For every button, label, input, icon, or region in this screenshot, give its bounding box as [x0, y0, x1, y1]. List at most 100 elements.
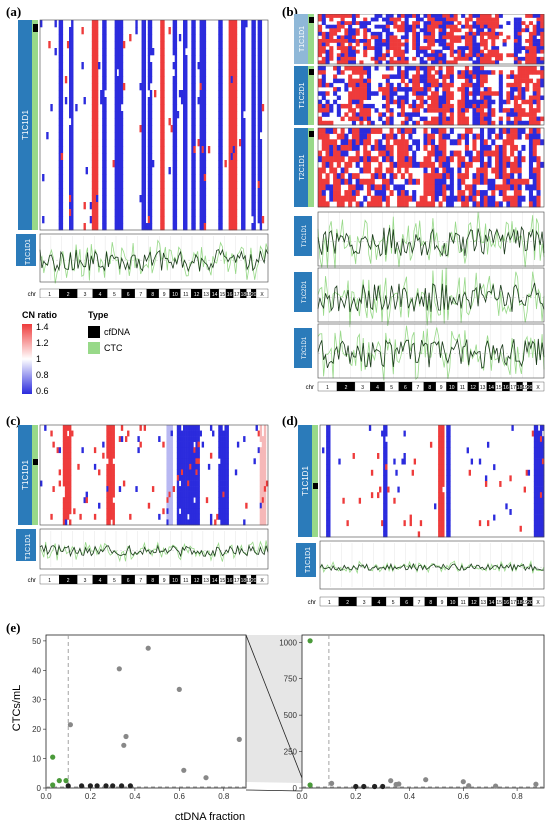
chr-label: 18	[241, 292, 247, 298]
data-point	[119, 783, 125, 789]
chr-axis-prefix: chr	[308, 600, 316, 606]
y-axis-label: CTCs/mL	[11, 685, 23, 731]
chr-label: 16	[227, 578, 233, 584]
chr-axis-a: chr 1 2 3 4 5 6 7 8 9 10 11 12 13 14 15 16 17 18 19 20 X	[28, 288, 269, 298]
sample-label: T2C1D1	[299, 154, 306, 180]
chr-label: 16	[227, 292, 233, 298]
chr-label: 3	[363, 600, 366, 606]
chr-label: 6	[404, 385, 407, 391]
chr-label: 14	[489, 600, 495, 606]
data-point	[380, 783, 386, 790]
chr-label: 7	[417, 385, 420, 391]
heatmap-d	[320, 425, 545, 538]
data-point	[533, 781, 539, 787]
chr-label: 14	[488, 385, 494, 391]
chr-label: 9	[163, 578, 166, 584]
chr-label: 15	[496, 385, 502, 391]
type-bar	[308, 66, 314, 125]
data-point	[181, 767, 187, 773]
chr-label: 4	[378, 600, 381, 606]
chr-label: 9	[440, 385, 443, 391]
chr-label: 2	[67, 578, 70, 584]
chr-block	[255, 574, 269, 585]
heatmap-a	[40, 20, 268, 231]
cfdna-marker	[309, 69, 314, 75]
track-sample-bar	[16, 234, 36, 266]
chr-label: X	[260, 292, 264, 298]
y-tick-label: 250	[284, 748, 298, 757]
y-tick-label: 750	[284, 675, 298, 684]
chr-label: 13	[481, 600, 487, 606]
chr-label: 20	[251, 292, 257, 298]
chr-label: 13	[203, 292, 209, 298]
chr-label: 10	[172, 292, 178, 298]
type-bar	[32, 20, 38, 230]
cn-tick: 0.8	[36, 370, 49, 380]
y-tick-label: 30	[32, 696, 41, 705]
chr-label: 8	[151, 292, 154, 298]
chr-label: 8	[428, 385, 431, 391]
cfdna-marker	[33, 24, 38, 32]
data-point	[94, 783, 100, 789]
chr-label: 11	[460, 385, 465, 391]
chr-label: 19	[522, 600, 528, 606]
data-point	[460, 779, 466, 785]
panel-label-a: (a)	[6, 4, 22, 19]
track-sample-bar	[294, 328, 312, 368]
x-tick-label: 0.6	[174, 792, 186, 801]
cfdna-marker	[309, 131, 314, 137]
chr-label: 12	[471, 600, 477, 606]
chr-label: 12	[470, 385, 476, 391]
track-sample-label: T2C1D1	[302, 336, 308, 359]
cn-tick: 0.6	[36, 386, 49, 396]
chr-label: 4	[99, 292, 102, 298]
y-tick-label: 20	[32, 725, 41, 734]
type-bar	[308, 14, 314, 64]
chr-label: 10	[449, 385, 455, 391]
chr-label: 12	[194, 292, 200, 298]
chr-label: 6	[127, 292, 130, 298]
chr-label: 14	[212, 578, 218, 584]
chr-label: 5	[113, 292, 116, 298]
type-legend-title: Type	[88, 310, 109, 320]
panel-b-figure: T1C1D1 T1C2D1 T2C1D1 T1C1D1 T1C2D1 T2C1D1 ch…	[294, 14, 545, 392]
chr-label: 4	[99, 578, 102, 584]
chr-axis-d: chr 1 2 3 4 5 6 7 8 9 10 11 12 13 14 15 16 17 18 19 20 X	[308, 596, 545, 607]
panel-c-figure: T1C1D1 T1C1D1 chr 1 2 3 4 5 6 7 8 9 10 11 12 13 14 15 16…	[16, 424, 269, 585]
y-tick-label: 0	[37, 784, 42, 793]
data-point	[50, 782, 56, 788]
chr-label: 18	[517, 600, 523, 606]
data-point	[87, 783, 93, 789]
chr-label: 7	[418, 600, 421, 606]
heatmap-b	[317, 14, 545, 208]
data-point	[466, 783, 472, 789]
chr-label: 19	[246, 292, 252, 298]
sample-label: T1C1D1	[301, 466, 310, 496]
sample-label: T1C2D1	[299, 82, 306, 108]
y-tick-label: 10	[32, 755, 41, 764]
track-sample-label: T1C2D1	[302, 280, 308, 303]
track-sample-label: T1C1D1	[25, 239, 32, 265]
type-bar	[32, 425, 38, 525]
chr-axis-prefix: chr	[28, 578, 36, 584]
y-tick-label: 0	[293, 784, 298, 793]
data-point	[123, 733, 129, 740]
chr-label: 10	[172, 578, 178, 584]
sample-bar	[18, 425, 32, 525]
sample-bar	[298, 425, 312, 537]
cn-tick: 1	[36, 354, 42, 364]
chr-label: 9	[163, 292, 166, 298]
chr-label: 1	[48, 292, 51, 298]
panel-a-figure: T1C1D1 T1C1D1 chr 1 2 3 4 5 6 7 8 9 10 11 12 13 14 15 16…	[16, 19, 269, 298]
track-sample-label: T1C1D1	[305, 547, 312, 573]
track-sample-bar	[296, 543, 316, 577]
data-point	[423, 777, 429, 783]
data-point	[329, 780, 335, 786]
panel-label-e: (e)	[6, 620, 21, 635]
data-point	[79, 783, 85, 789]
sample-bar	[294, 66, 308, 125]
data-point	[353, 783, 359, 790]
y-tick-label: 40	[32, 666, 41, 675]
data-point	[236, 736, 242, 742]
data-point	[121, 742, 127, 748]
